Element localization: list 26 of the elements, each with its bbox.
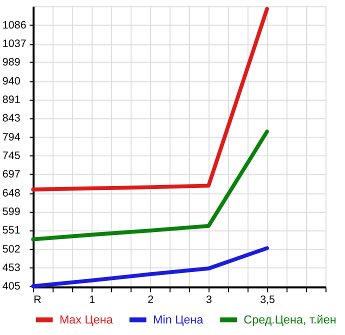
y-tick-label: 1037 [2, 38, 26, 50]
y-tick-label: 405 [2, 280, 20, 293]
legend-label: Сред.Цена, т.йен [244, 314, 336, 327]
y-tick-label: 599 [2, 206, 20, 218]
y-tick-label: 794 [2, 131, 20, 144]
x-tick-label: 2 [148, 294, 154, 306]
line-series [31, 246, 269, 288]
y-tick-label: 989 [2, 56, 20, 69]
legend-label: Min Цена [153, 314, 204, 327]
y-tick-label: 745 [2, 150, 20, 162]
y-tick-label: 891 [2, 94, 20, 106]
y-tick-label: 843 [2, 112, 20, 125]
x-tick-label: R [34, 294, 42, 306]
y-tick-label: 502 [2, 243, 20, 256]
line-series [31, 6, 269, 192]
y-tick-label: 940 [2, 75, 20, 88]
line-series [31, 130, 269, 242]
x-tick-label: 1 [89, 294, 96, 306]
y-tick-label: 453 [2, 262, 20, 274]
y-tick-label: 697 [2, 168, 20, 181]
x-tick-label: 3 [206, 294, 212, 306]
y-tick-label: 1086 [2, 19, 26, 32]
y-tick-label: 551 [2, 224, 20, 237]
legend-label: Max Цена [59, 314, 114, 327]
y-tick-label: 648 [2, 187, 20, 200]
x-tick-label: 3,5 [260, 294, 276, 306]
